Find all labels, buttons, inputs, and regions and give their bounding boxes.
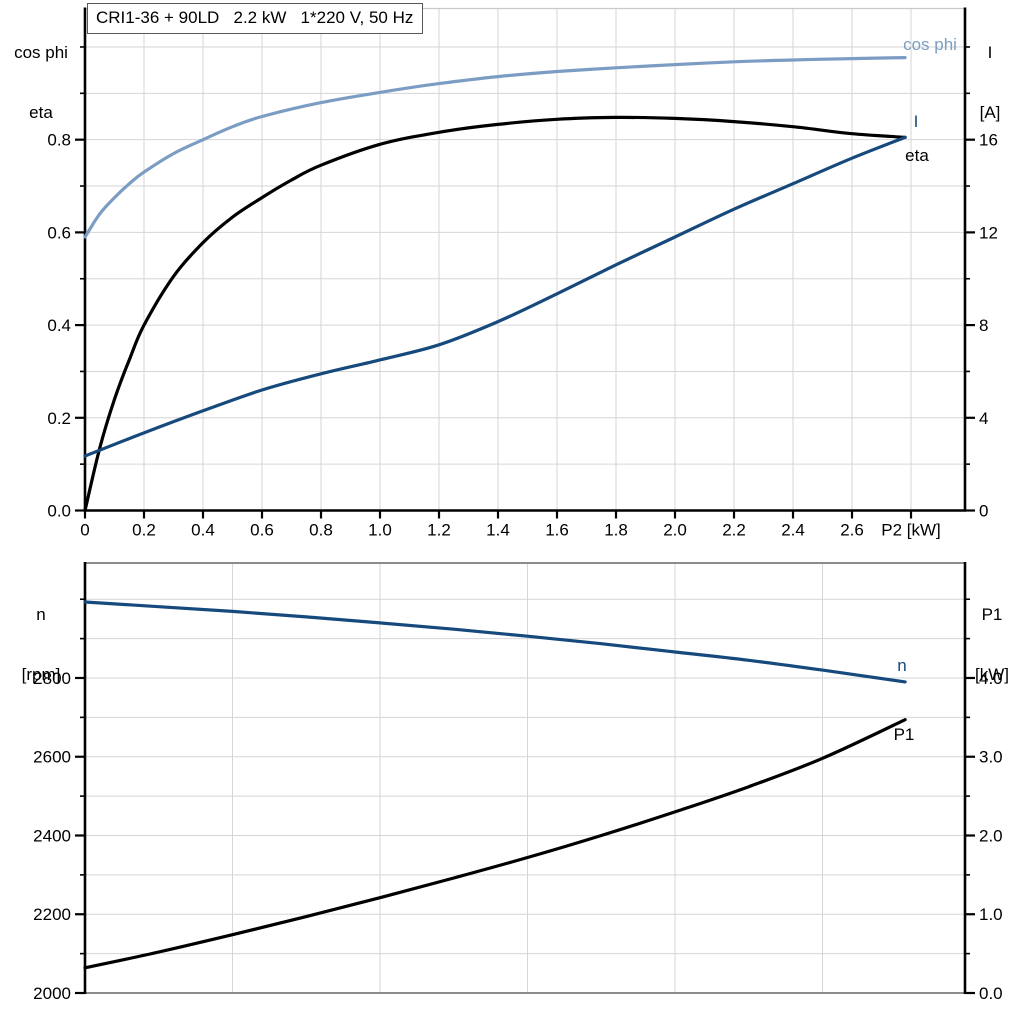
y-right-tick-label: 12	[979, 223, 998, 242]
axis-ticks	[75, 676, 975, 995]
x-tick-label: 0.8	[309, 521, 333, 540]
y-left-tick-label: 2600	[33, 748, 71, 767]
y-right-tick-label: 8	[979, 316, 988, 335]
curve-label-cos-phi: cos phi	[903, 35, 957, 54]
curve-current	[83, 135, 907, 458]
axis-title-current-unit: [A]	[979, 103, 1001, 122]
axis-minor-ticks	[80, 46, 970, 465]
bottom-left-axis-title: n [rpm]	[2, 565, 80, 725]
axis-title-speed-unit: [rpm]	[21, 665, 61, 684]
bottom-chart: 2000 2200 2400 2600 2800 0.0 1.0 2.0 3.0 4.0 n P1	[33, 562, 1003, 1003]
curve-input-power	[83, 718, 907, 970]
x-tick-label: 0	[80, 521, 89, 540]
x-tick-label: 1.8	[604, 521, 628, 540]
x-tick-label: 2.4	[781, 521, 805, 540]
y-right-tick-label: 3.0	[979, 748, 1003, 767]
axis-title-p1-unit: [kW]	[975, 665, 1009, 684]
gridlines	[85, 8, 965, 511]
curve-label-eta: eta	[905, 146, 929, 165]
y-right-tick-label: 0.0	[979, 984, 1003, 1003]
curve-speed	[83, 600, 907, 684]
plot-frame	[83, 562, 967, 994]
y-right-tick-label: 16	[979, 131, 998, 150]
y-left-tick-label: 2800	[33, 669, 71, 688]
chart-title-box: CRI1-36 + 90LD 2.2 kW 1*220 V, 50 Hz	[87, 3, 424, 34]
axis-title-eta: eta	[29, 103, 53, 122]
tick-labels: 0.0 0.2 0.4 0.6 0.8 0 4 8 12 16 0 0.2 0.4 0.6 0.8 1.0 1.…	[47, 131, 998, 540]
y-left-tick-label: 0.4	[47, 316, 71, 335]
x-tick-label: P2 [kW]	[881, 521, 941, 540]
y-right-tick-label: 4	[979, 409, 988, 428]
axis-title-speed: n	[36, 605, 46, 624]
y-left-tick-label: 2400	[33, 826, 71, 845]
y-left-tick-label: 0.0	[47, 502, 71, 521]
x-tick-label: 2.6	[840, 521, 864, 540]
x-tick-label: 2.0	[663, 521, 687, 540]
top-chart: 0.0 0.2 0.4 0.6 0.8 0 4 8 12 16 0 0.2 0.4 0.6 0.8 1.0 1.…	[47, 7, 998, 540]
curve-label-current: I	[914, 112, 919, 131]
y-left-tick-label: 0.8	[47, 131, 71, 150]
axis-title-cos-phi: cos phi	[14, 43, 68, 62]
y-right-tick-label: 1.0	[979, 905, 1003, 924]
tick-labels: 2000 2200 2400 2600 2800 0.0 1.0 2.0 3.0 4.0	[33, 669, 1002, 1003]
curve-eta	[83, 115, 907, 513]
y-left-tick-label: 2200	[33, 905, 71, 924]
curve-cos-phi	[83, 56, 907, 239]
y-right-tick-label: 0	[979, 502, 988, 521]
x-tick-label: 1.0	[368, 521, 392, 540]
bottom-right-axis-title: P1 [kW]	[962, 565, 1022, 725]
y-right-tick-label: 2.0	[979, 826, 1003, 845]
x-tick-label: 1.4	[486, 521, 510, 540]
top-right-axis-title: I [A]	[964, 3, 1016, 163]
curve-label-speed: n	[897, 656, 906, 675]
x-tick-label: 0.4	[191, 521, 215, 540]
curve-label-input-power: P1	[894, 725, 915, 744]
y-right-tick-label: 4.0	[979, 669, 1003, 688]
y-left-tick-label: 0.6	[47, 223, 71, 242]
axis-title-current: I	[987, 43, 993, 62]
x-tick-label: 1.6	[545, 521, 569, 540]
gridlines	[85, 563, 965, 993]
top-left-axis-title: cos phi eta	[2, 3, 80, 163]
axis-ticks	[75, 138, 975, 519]
axis-minor-ticks	[80, 598, 970, 955]
y-left-tick-label: 2000	[33, 984, 71, 1003]
plot-frame	[83, 7, 967, 512]
x-tick-label: 0.2	[132, 521, 156, 540]
x-tick-label: 2.2	[722, 521, 746, 540]
x-tick-label: 1.2	[427, 521, 451, 540]
y-left-tick-label: 0.2	[47, 409, 71, 428]
x-tick-label: 0.6	[250, 521, 274, 540]
axis-title-p1: P1	[981, 605, 1003, 624]
